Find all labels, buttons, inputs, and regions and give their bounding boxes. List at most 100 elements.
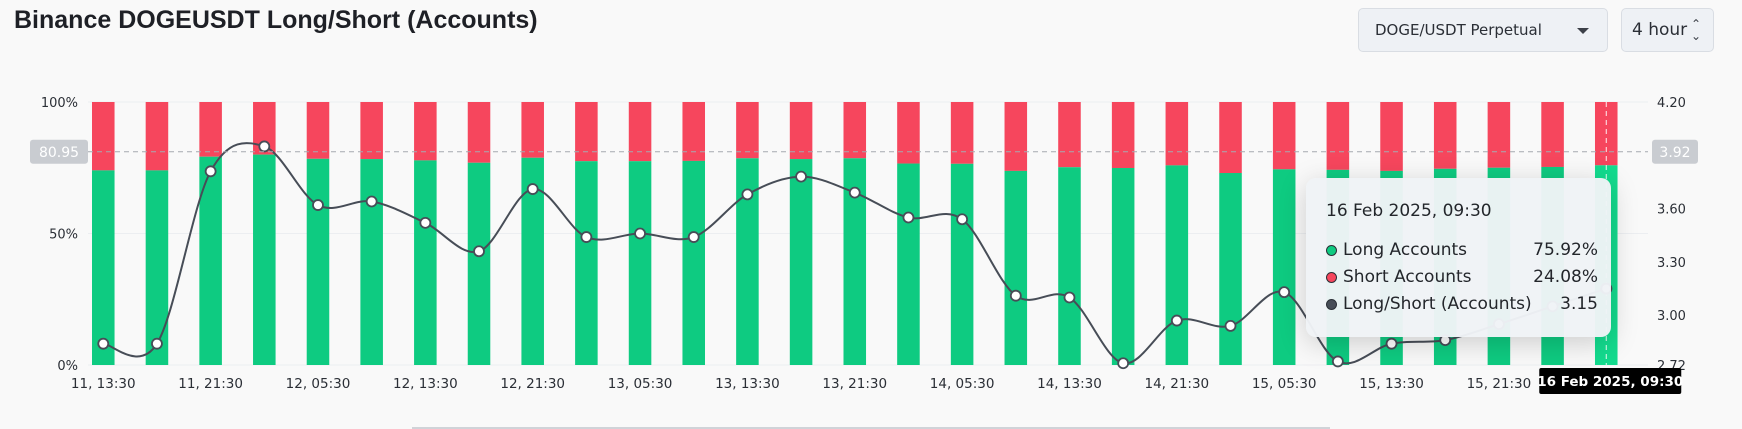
tooltip-row-long: Long Accounts 75.92% [1326,240,1598,264]
crosshair-left-value: 80.95 [39,145,79,161]
long-bar [199,156,222,365]
ratio-point [312,199,324,211]
ratio-point [1331,355,1344,368]
short-bar [575,102,598,162]
long-bar [1219,173,1242,365]
ratio-point [419,216,432,229]
short-bar [736,102,759,159]
short-bar [1272,102,1296,170]
long-bar [1058,167,1081,365]
long-bar [950,163,974,365]
short-bar [1380,102,1403,171]
ratio-point [1224,320,1237,332]
y2-tick-label: 3.30 [1657,256,1686,271]
short-bar [628,102,652,162]
long-bar [145,170,169,365]
ratio-point [795,170,807,183]
short-bar [92,102,115,171]
tooltip-label: Long/Short (Accounts) [1343,294,1532,314]
tooltip-value: 75.92% [1533,240,1598,260]
tooltip-row-short: Short Accounts 24.08% [1326,267,1598,291]
ratio-point [1117,357,1130,370]
short-bar [950,102,974,164]
chart-tooltip: 16 Feb 2025, 09:30 Long Accounts 75.92% … [1306,178,1611,337]
long-bar [92,170,115,365]
interval-select-label: 4 hour [1632,20,1688,40]
long-bar [306,158,330,365]
ratio-point [473,245,485,258]
updown-chevron-icon: ⌃ ⌄ [1690,17,1701,43]
short-bar [467,102,491,163]
ratio-point [741,188,754,201]
short-bar [789,102,813,160]
ratio-point [258,140,271,153]
crosshair-right-badge [1652,139,1698,164]
long-bar [897,163,920,365]
long-bar [1272,169,1296,365]
short-bar [521,102,544,158]
tooltip-value: 24.08% [1533,267,1598,287]
short-bar [253,102,276,155]
tooltip-row-ratio: Long/Short (Accounts) 3.15 [1326,294,1598,318]
x-tick-label: 15, 05:30 [1252,376,1317,392]
ratio-point [204,165,217,178]
tooltip-label: Long Accounts [1343,240,1468,260]
short-bar [1219,102,1242,174]
pair-select[interactable]: DOGE/USDT Perpetual [1358,8,1608,52]
long-bar [253,154,276,365]
short-bar [199,102,222,157]
ratio-point [687,231,700,243]
x-tick-label: 12, 21:30 [500,376,565,392]
ratio-point [526,183,539,195]
chevron-down-icon [1577,28,1589,34]
long-bar [575,161,598,365]
short-bar [1326,102,1350,170]
long-dot-icon [1326,245,1337,256]
crosshair-time-label: 16 Feb 2025, 09:30 [1537,374,1683,390]
ratio-point [1170,314,1183,327]
x-tick-label: 12, 05:30 [286,376,351,392]
ratio-dot-icon [1326,299,1337,310]
short-bar [360,102,383,160]
x-tick-label: 11, 13:30 [71,376,136,392]
long-bar [628,161,652,365]
long-bar [736,158,759,365]
interval-select[interactable]: 4 hour ⌃ ⌄ [1621,8,1714,52]
short-bar [1058,102,1081,168]
y-tick-label: 100% [41,96,78,111]
short-bar [1111,102,1135,169]
ratio-point [365,195,378,208]
short-bar [1541,102,1564,167]
long-bar [843,158,867,365]
crosshair-time-badge [1539,368,1682,394]
x-tick-label: 13, 21:30 [822,376,887,392]
long-bar [789,159,813,365]
long-bar [1004,170,1028,365]
ratio-point [902,211,915,224]
short-bar [1487,102,1511,168]
long-bar [521,157,544,365]
tooltip-value: 3.15 [1560,294,1598,314]
page-title: Binance DOGEUSDT Long/Short (Accounts) [14,6,538,34]
long-bar [360,159,383,365]
x-tick-label: 15, 13:30 [1359,376,1424,392]
ratio-point [848,186,861,199]
short-bar [843,102,867,159]
x-tick-label: 11, 21:30 [178,376,243,392]
short-bar [414,102,437,161]
short-bar [897,102,920,164]
long-bar [1111,168,1135,365]
tooltip-label: Short Accounts [1343,267,1472,287]
ratio-point [151,337,163,350]
long-bar [467,162,491,365]
ratio-point [1009,289,1022,302]
short-bar [682,102,706,161]
y2-tick-label: 3.60 [1657,203,1686,218]
short-bar [145,102,169,171]
tooltip-time: 16 Feb 2025, 09:30 [1326,201,1492,221]
x-tick-label: 13, 05:30 [608,376,673,392]
ratio-point [1385,337,1398,350]
short-bar [1433,102,1457,169]
crosshair-right-value: 3.92 [1659,145,1690,161]
x-tick-label: 14, 21:30 [1144,376,1209,392]
